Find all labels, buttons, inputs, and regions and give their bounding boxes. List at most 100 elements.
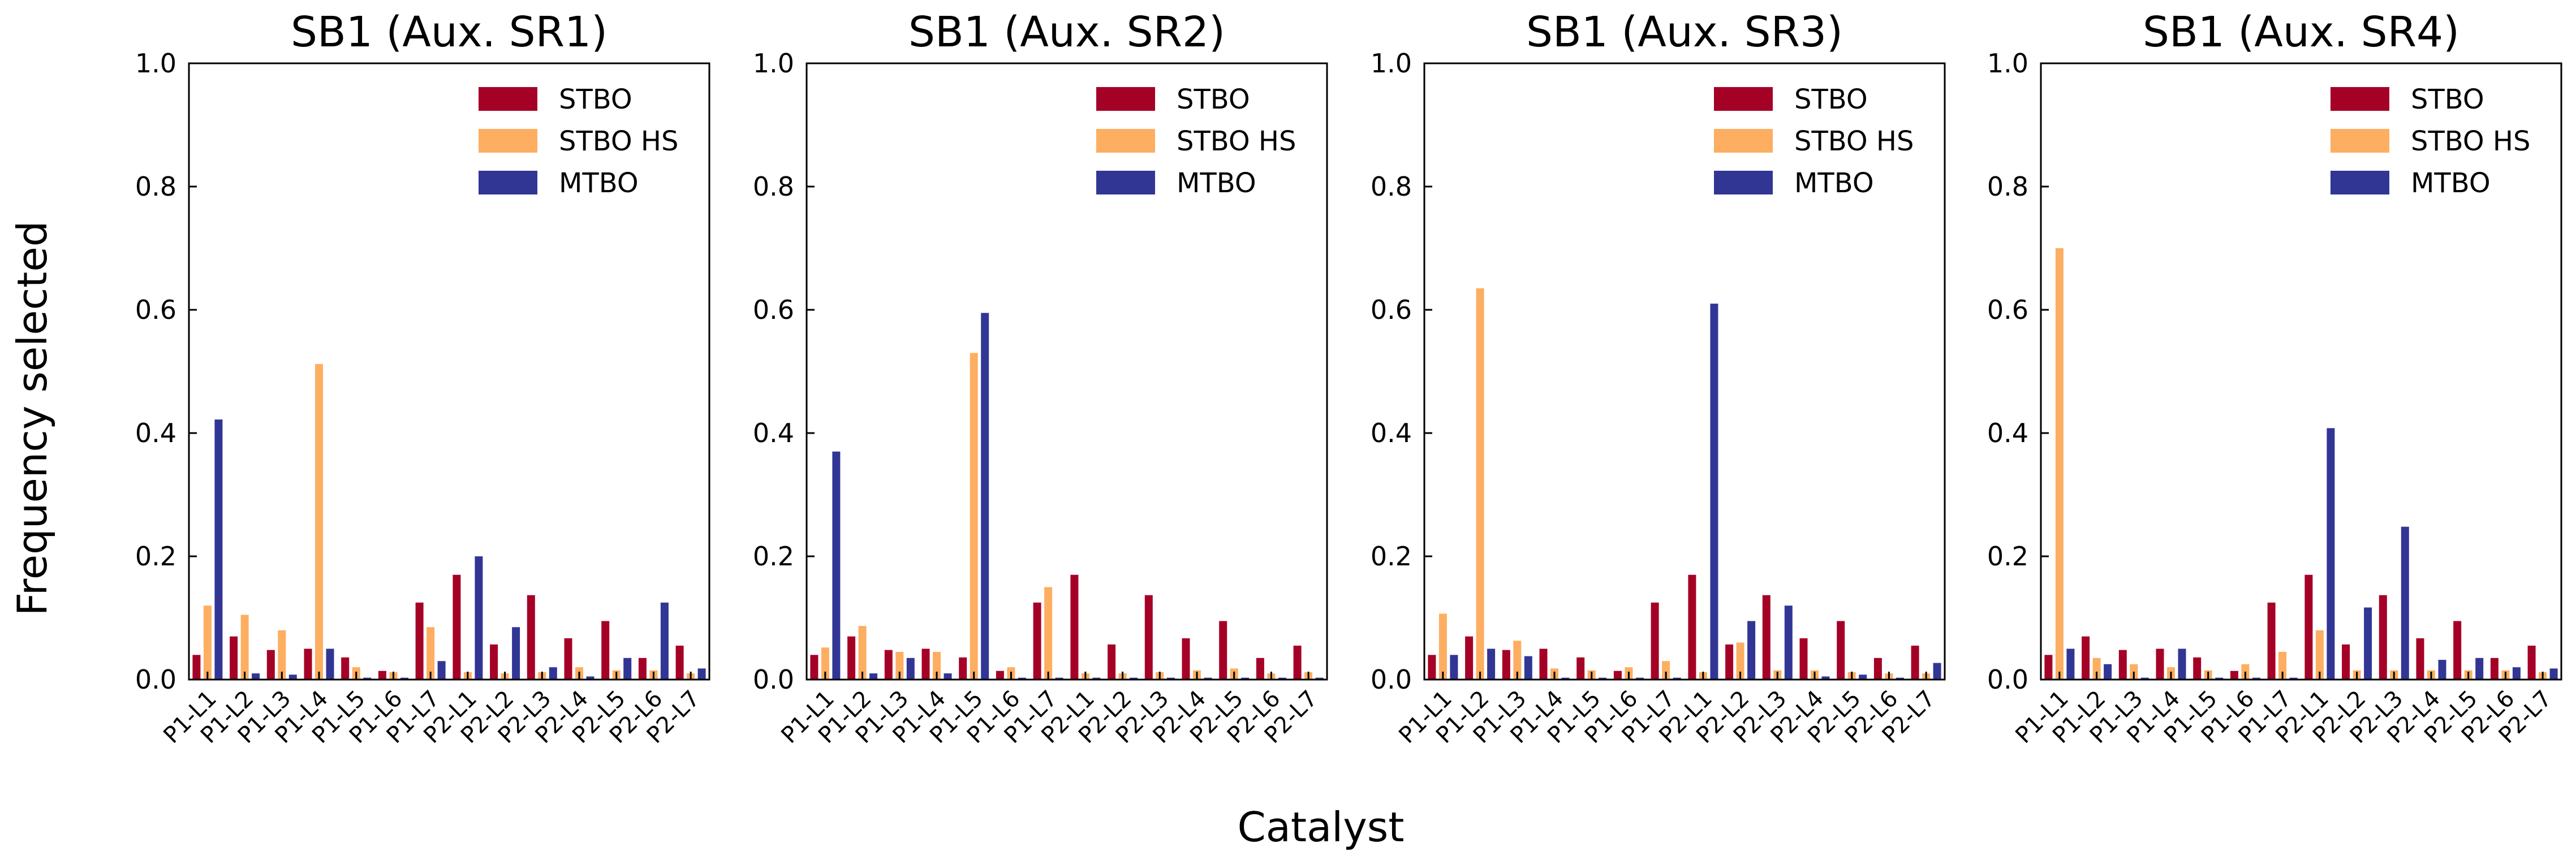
bar-stbo-p1-l5 (1576, 657, 1585, 680)
chart-title: SB1 (Aux. SR4) (2143, 8, 2459, 57)
legend-label: STBO (1177, 84, 1250, 115)
bar-stbo-p2-l1 (1688, 574, 1696, 680)
chart-panels: SB1 (Aux. SR1)P1-L1P1-L2P1-L3P1-L4P1-L5P… (135, 8, 2562, 749)
chart-title: SB1 (Aux. SR3) (1526, 8, 1843, 57)
bar-stbo-p2-l4 (1182, 638, 1190, 680)
bar-stbo-p1-l5 (2193, 657, 2202, 680)
bar-stbo-p1-l2 (2082, 636, 2090, 680)
legend-label: MTBO (559, 167, 639, 199)
bar-mtbo-p2-l4 (2438, 660, 2446, 680)
bar-mtbo-p1-l6 (400, 677, 408, 680)
bar-mtbo-p2-l1 (1092, 677, 1101, 680)
legend-label: STBO HS (1794, 126, 1914, 157)
bar-mtbo-p1-l3 (288, 674, 297, 680)
bar-stbo-p2-l7 (675, 646, 684, 680)
legend-label: STBO (559, 84, 632, 115)
bar-mtbo-p2-l6 (2512, 667, 2521, 680)
bar-stbo-p2-l6 (638, 658, 647, 680)
bar-mtbo-p1-l7 (437, 661, 446, 680)
bar-mtbo-p1-l7 (1055, 677, 1063, 680)
legend-label: MTBO (1794, 167, 1874, 199)
bar-stbo-p2-l5 (601, 621, 610, 680)
bar-mtbo-p1-l1 (214, 419, 223, 680)
y-tick-label: 0.4 (753, 418, 794, 448)
axes-frame (805, 62, 1328, 681)
y-tick-label: 0.8 (1987, 171, 2028, 202)
bar-stbo-p1-l1 (1428, 655, 1436, 680)
bar-stbo-hs-p1-l4 (933, 652, 941, 680)
bar-mtbo-p2-l3 (1784, 606, 1793, 680)
y-tick-label: 0.8 (1371, 171, 1412, 202)
bar-stbo-p2-l5 (2453, 621, 2462, 680)
bar-stbo-p2-l1 (453, 574, 461, 680)
bar-stbo-hs-p1-l2 (2092, 658, 2101, 680)
y-tick-label: 0.2 (1987, 541, 2028, 572)
bar-mtbo-p1-l1 (832, 451, 841, 680)
bar-stbo-p2-l2 (490, 644, 498, 680)
bar-stbo-p2-l4 (564, 638, 572, 680)
bar-stbo-p1-l3 (1502, 650, 1510, 680)
bar-stbo-hs-p1-l7 (1044, 587, 1053, 680)
bar-mtbo-p2-l5 (1859, 674, 1867, 680)
bar-mtbo-p2-l2 (1130, 677, 1138, 680)
bar-mtbo-p1-l3 (2140, 677, 2149, 680)
bar-mtbo-p1-l7 (1673, 677, 1681, 680)
y-tick-label: 0.0 (753, 664, 794, 695)
bar-stbo-hs-p1-l3 (895, 652, 904, 680)
figure-ylabel: Frequency selected (8, 221, 56, 616)
legend-label: STBO HS (2411, 126, 2530, 157)
bar-stbo-p2-l3 (1762, 595, 1771, 680)
bar-stbo-p2-l3 (2379, 595, 2387, 680)
chart-title: SB1 (Aux. SR2) (908, 8, 1225, 57)
y-tick-label: 0.2 (135, 541, 176, 572)
bar-stbo-p1-l4 (921, 648, 930, 680)
legend-swatch (2331, 129, 2389, 153)
y-tick-label: 1.0 (753, 48, 794, 79)
bar-stbo-p2-l7 (1911, 646, 1919, 680)
axes-frame (1423, 62, 1946, 681)
bar-stbo-hs-p2-l1 (2315, 630, 2324, 680)
bar-stbo-p1-l1 (2044, 655, 2053, 680)
bar-mtbo-p1-l4 (944, 673, 952, 680)
bar-stbo-p2-l1 (1070, 574, 1079, 680)
legend-swatch (479, 87, 537, 111)
legend-label: STBO HS (1177, 126, 1296, 157)
bar-stbo-hs-p1-l7 (2278, 652, 2287, 680)
bar-stbo-hs-p2-l2 (1736, 642, 1744, 680)
bar-mtbo-p1-l6 (2252, 677, 2260, 680)
bar-stbo-p2-l5 (1219, 621, 1227, 680)
legend-swatch (1096, 87, 1155, 111)
bar-stbo-hs-p1-l7 (1662, 661, 1670, 680)
legend-swatch (2331, 171, 2389, 194)
bar-mtbo-p1-l4 (326, 648, 334, 680)
y-tick-label: 0.6 (753, 295, 794, 325)
y-tick-label: 0.0 (1371, 664, 1412, 695)
legend-swatch (1714, 87, 1773, 111)
bar-mtbo-p2-l5 (623, 658, 632, 680)
bar-mtbo-p1-l2 (1487, 648, 1496, 680)
y-tick-label: 0.0 (1987, 664, 2028, 695)
bar-stbo-hs-p1-l7 (427, 627, 435, 680)
bar-stbo-p1-l4 (1539, 648, 1548, 680)
bar-stbo-p1-l6 (996, 671, 1004, 680)
y-tick-label: 0.0 (135, 664, 176, 695)
bar-mtbo-p1-l5 (1599, 677, 1607, 680)
bar-stbo-hs-p1-l1 (203, 606, 212, 680)
bar-stbo-p2-l2 (2342, 644, 2350, 680)
bar-stbo-hs-p1-l1 (2055, 248, 2064, 680)
y-tick-label: 0.4 (1987, 418, 2028, 448)
bar-stbo-hs-p1-l3 (1513, 641, 1522, 680)
bar-stbo-p1-l6 (1613, 671, 1622, 680)
bar-stbo-p1-l6 (378, 671, 386, 680)
bar-mtbo-p2-l6 (1278, 677, 1286, 680)
legend: STBO STBO HS MTBO (479, 84, 678, 199)
bar-stbo-p1-l3 (2118, 650, 2127, 680)
bar-mtbo-p2-l6 (1896, 677, 1904, 680)
axes-frame (188, 62, 710, 681)
bar-stbo-p1-l7 (415, 602, 424, 680)
bar-mtbo-p2-l5 (1241, 677, 1250, 680)
bar-stbo-p2-l1 (2304, 574, 2313, 680)
bar-mtbo-p1-l3 (906, 658, 915, 680)
bar-stbo-hs-p1-l1 (821, 647, 829, 680)
bar-stbo-p1-l3 (884, 650, 893, 680)
